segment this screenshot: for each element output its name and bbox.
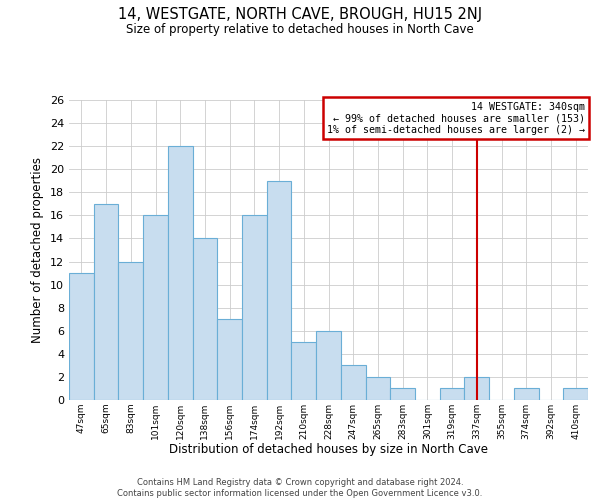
Y-axis label: Number of detached properties: Number of detached properties	[31, 157, 44, 343]
Bar	[440, 388, 464, 400]
Bar	[267, 181, 292, 400]
Bar	[390, 388, 415, 400]
Text: Distribution of detached houses by size in North Cave: Distribution of detached houses by size …	[169, 442, 488, 456]
Bar	[292, 342, 316, 400]
Text: Size of property relative to detached houses in North Cave: Size of property relative to detached ho…	[126, 22, 474, 36]
Text: Contains HM Land Registry data © Crown copyright and database right 2024.
Contai: Contains HM Land Registry data © Crown c…	[118, 478, 482, 498]
Bar	[464, 377, 489, 400]
Text: 14 WESTGATE: 340sqm
← 99% of detached houses are smaller (153)
1% of semi-detach: 14 WESTGATE: 340sqm ← 99% of detached ho…	[328, 102, 586, 134]
Bar	[193, 238, 217, 400]
Bar	[217, 319, 242, 400]
Bar	[316, 331, 341, 400]
Bar	[69, 273, 94, 400]
Bar	[118, 262, 143, 400]
Bar	[168, 146, 193, 400]
Bar	[563, 388, 588, 400]
Bar	[514, 388, 539, 400]
Bar	[365, 377, 390, 400]
Bar	[94, 204, 118, 400]
Bar	[242, 216, 267, 400]
Text: 14, WESTGATE, NORTH CAVE, BROUGH, HU15 2NJ: 14, WESTGATE, NORTH CAVE, BROUGH, HU15 2…	[118, 8, 482, 22]
Bar	[341, 366, 365, 400]
Bar	[143, 216, 168, 400]
